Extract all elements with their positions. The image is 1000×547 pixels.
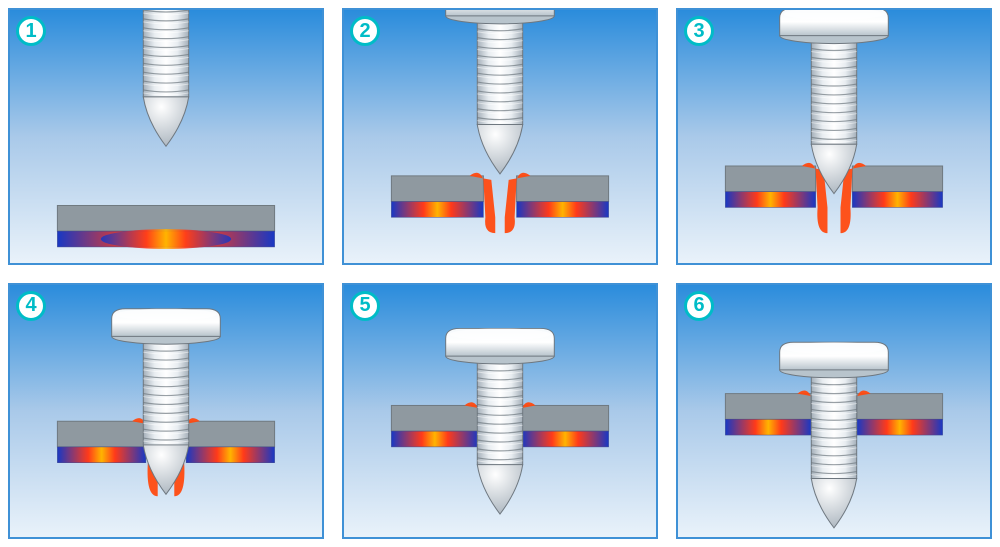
step-number-badge: 3 xyxy=(684,16,714,46)
screw-icon xyxy=(112,10,221,146)
screw-scene xyxy=(344,285,656,538)
material-plates xyxy=(391,173,608,233)
step-panel-3: 3 xyxy=(676,8,992,265)
screw-scene xyxy=(678,285,990,538)
material-plates xyxy=(57,205,274,248)
screw-scene xyxy=(678,10,990,263)
step-panel-1: 1 xyxy=(8,8,324,265)
diagram-grid: 1 xyxy=(0,0,1000,547)
screw-scene xyxy=(10,285,322,538)
step-number-badge: 6 xyxy=(684,291,714,321)
step-number-badge: 5 xyxy=(350,291,380,321)
step-number-badge: 1 xyxy=(16,16,46,46)
step-panel-5: 5 xyxy=(342,283,658,540)
step-panel-2: 2 xyxy=(342,8,658,265)
step-panel-4: 4 xyxy=(8,283,324,540)
step-number-badge: 2 xyxy=(350,16,380,46)
screw-icon xyxy=(446,10,555,174)
screw-icon xyxy=(112,308,221,494)
step-number-badge: 4 xyxy=(16,291,46,321)
screw-scene xyxy=(10,10,322,263)
step-panel-6: 6 xyxy=(676,283,992,540)
screw-scene xyxy=(344,10,656,263)
